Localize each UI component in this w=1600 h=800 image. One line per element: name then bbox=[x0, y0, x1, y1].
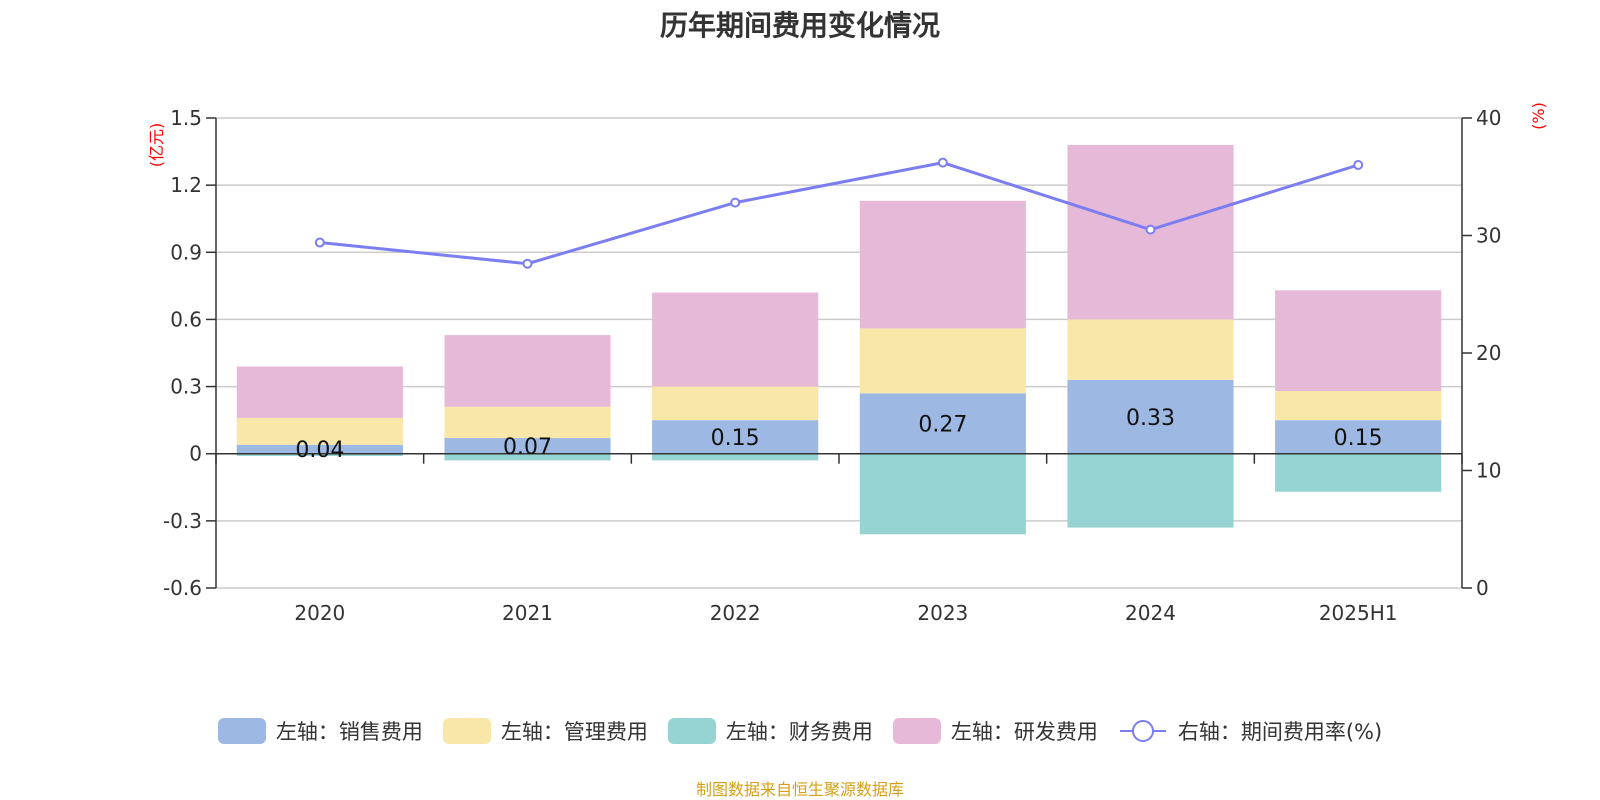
legend-label: 左轴：管理费用 bbox=[500, 720, 648, 744]
data-source-footer: 制图数据来自恒生聚源数据库 bbox=[695, 780, 904, 799]
bar-segment bbox=[236, 366, 403, 418]
sales-data-label: 0.27 bbox=[918, 413, 967, 438]
expense-rate-point bbox=[1145, 224, 1156, 235]
left-axis-tick-label: 0.3 bbox=[170, 375, 202, 399]
legend-swatch bbox=[892, 718, 941, 744]
right-axis-tick-label: 40 bbox=[1476, 106, 1501, 130]
bar-segment bbox=[1275, 290, 1442, 392]
bar-segment bbox=[1067, 379, 1234, 454]
legend-swatch bbox=[217, 718, 266, 744]
bar-segment bbox=[236, 453, 403, 456]
bar-segment bbox=[236, 417, 403, 445]
legend-swatch bbox=[667, 718, 716, 744]
legend-item[interactable]: 右轴：期间费用率(%) bbox=[1118, 716, 1382, 746]
bar-segment bbox=[1275, 391, 1442, 421]
bar-segment bbox=[1067, 453, 1234, 528]
right-axis-tick-label: 0 bbox=[1476, 576, 1489, 600]
x-axis-tick-label: 2021 bbox=[502, 601, 553, 625]
legend-swatch bbox=[442, 718, 491, 744]
legend-item[interactable]: 左轴：销售费用 bbox=[217, 716, 423, 746]
bar-layer bbox=[236, 144, 1442, 535]
left-axis-tick-label: 0.6 bbox=[170, 307, 202, 331]
left-axis-tick-label: 0 bbox=[189, 442, 202, 466]
legend-line-circle bbox=[1131, 720, 1154, 742]
left-axis-tick-label: 1.2 bbox=[170, 173, 202, 197]
bar-segment bbox=[1275, 453, 1442, 492]
legend-label: 左轴：销售费用 bbox=[275, 720, 423, 744]
x-axis-tick-label: 2025H1 bbox=[1319, 601, 1398, 625]
bar-segment bbox=[859, 393, 1026, 454]
bar-segment bbox=[444, 406, 611, 439]
expense-rate-point bbox=[314, 237, 325, 248]
sales-data-label: 0.15 bbox=[711, 426, 760, 451]
right-axis-tick-label: 30 bbox=[1476, 224, 1501, 248]
bar-segment bbox=[652, 420, 819, 454]
bar-segment bbox=[444, 438, 611, 454]
left-axis-tick-label: 0.9 bbox=[170, 240, 202, 264]
bar-segment bbox=[652, 453, 819, 461]
x-axis-tick-label: 2023 bbox=[917, 601, 968, 625]
legend-line-marker-icon bbox=[1119, 720, 1166, 742]
sales-data-label: 0.07 bbox=[503, 435, 552, 460]
bar-segment bbox=[444, 335, 611, 407]
bar-segment bbox=[444, 453, 611, 461]
legend-label: 左轴：财务费用 bbox=[725, 720, 873, 744]
label-layer: 0.04 0.07 0.15 0.27 0.33 0.15 bbox=[295, 406, 1382, 463]
axis-layer: 1.5 1.2 0.9 0.6 0.3 0 -0.3 -0.6 40 30 20 10 0 2020 202… bbox=[163, 106, 1501, 625]
bar-segment bbox=[652, 386, 819, 421]
right-axis-unit-label: (%) bbox=[1529, 102, 1548, 130]
right-axis-tick-label: 20 bbox=[1476, 341, 1501, 365]
x-axis-tick-label: 2022 bbox=[710, 601, 761, 625]
chart-title: 历年期间费用变化情况 bbox=[659, 9, 940, 42]
right-axis-tick-label: 10 bbox=[1476, 459, 1501, 483]
legend-label: 左轴：研发费用 bbox=[950, 720, 1098, 744]
expense-rate-point bbox=[730, 197, 741, 208]
sales-data-label: 0.15 bbox=[1334, 426, 1383, 451]
x-axis-tick-label: 2024 bbox=[1125, 601, 1176, 625]
left-axis-tick-label: -0.6 bbox=[163, 576, 202, 600]
expense-rate-point bbox=[937, 157, 948, 168]
bar-segment bbox=[859, 328, 1026, 394]
line-layer bbox=[314, 157, 1364, 269]
bar-segment bbox=[1067, 319, 1234, 380]
legend-item[interactable]: 左轴：管理费用 bbox=[442, 716, 648, 746]
bar-segment bbox=[236, 444, 403, 454]
left-axis-tick-label: 1.5 bbox=[170, 106, 202, 130]
expense-rate-line bbox=[319, 161, 1359, 266]
expense-rate-point bbox=[1353, 160, 1364, 170]
bar-segment bbox=[859, 453, 1026, 535]
legend-label: 右轴：期间费用率(%) bbox=[1177, 720, 1383, 744]
legend-item[interactable]: 左轴：研发费用 bbox=[892, 716, 1098, 746]
bar-segment bbox=[1275, 420, 1442, 454]
legend-item[interactable]: 左轴：财务费用 bbox=[667, 716, 873, 746]
left-axis-unit-label: (亿元) bbox=[147, 123, 166, 168]
bar-segment bbox=[652, 292, 819, 387]
expense-rate-point bbox=[522, 258, 533, 269]
sales-data-label: 0.04 bbox=[295, 438, 344, 463]
legend: 左轴：销售费用 左轴：管理费用 左轴：财务费用 左轴：研发费用 右轴：期间费用率(%) bbox=[0, 716, 1600, 746]
x-axis-tick-label: 2020 bbox=[294, 601, 345, 625]
left-axis-tick-label: -0.3 bbox=[163, 509, 202, 533]
bar-segment bbox=[859, 200, 1026, 329]
sales-data-label: 0.33 bbox=[1126, 406, 1175, 431]
